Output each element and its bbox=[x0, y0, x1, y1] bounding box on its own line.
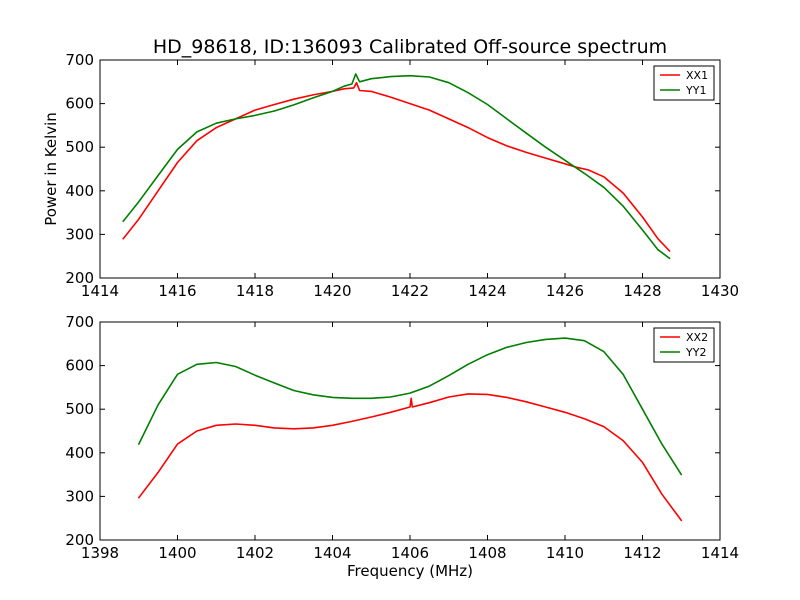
top-x-tick-label: 1426 bbox=[546, 282, 584, 300]
bottom-x-tick-label: 1398 bbox=[81, 544, 119, 562]
top-y-tick-label: 600 bbox=[65, 95, 94, 113]
bottom-y-tick-label: 200 bbox=[65, 531, 94, 549]
top-series-xx1-line bbox=[122, 81, 671, 252]
top-y-axis-label: Power in Kelvin bbox=[42, 112, 60, 226]
bottom-x-tick-label: 1410 bbox=[546, 544, 584, 562]
bottom-x-tick-label: 1414 bbox=[701, 544, 739, 562]
bottom-x-tick-label: 1408 bbox=[468, 544, 506, 562]
bottom-legend-label-yy2: YY2 bbox=[685, 346, 706, 359]
top-y-tick-label: 200 bbox=[65, 269, 94, 287]
bottom-y-tick-label: 700 bbox=[65, 313, 94, 331]
bottom-y-tick-label: 500 bbox=[65, 400, 94, 418]
bottom-panel: Frequency (MHz) 1398 1400 1402 1404 1406 1408… bbox=[65, 313, 739, 580]
top-x-tick-label: 1428 bbox=[623, 282, 661, 300]
top-series-yy1-line bbox=[122, 73, 671, 260]
top-x-tick-label: 1424 bbox=[468, 282, 506, 300]
bottom-legend-label-xx2: XX2 bbox=[686, 331, 708, 344]
top-y-tick-label: 400 bbox=[65, 182, 94, 200]
chart-title: HD_98618, ID:136093 Calibrated Off-sourc… bbox=[153, 36, 667, 58]
top-plot-frame bbox=[99, 59, 721, 279]
bottom-x-tick-label: 1404 bbox=[313, 544, 351, 562]
top-y-tick-label: 300 bbox=[65, 225, 94, 243]
bottom-series-xx2-line bbox=[138, 393, 683, 522]
bottom-plot-frame bbox=[99, 321, 721, 541]
top-y-tick-label: 500 bbox=[65, 138, 94, 156]
bottom-y-tick-label: 300 bbox=[65, 487, 94, 505]
top-x-tick-label: 1418 bbox=[236, 282, 274, 300]
bottom-y-tick-label: 400 bbox=[65, 444, 94, 462]
bottom-x-tick-label: 1400 bbox=[158, 544, 196, 562]
bottom-x-tick-label: 1406 bbox=[391, 544, 429, 562]
top-panel: Power in Kelvin 1414 1416 1418 1420 1422 1424… bbox=[42, 51, 739, 300]
bottom-series-yy2-line bbox=[138, 337, 683, 476]
top-x-tick-label: 1414 bbox=[81, 282, 119, 300]
bottom-x-tick-label: 1402 bbox=[236, 544, 274, 562]
bottom-x-axis-label: Frequency (MHz) bbox=[347, 562, 473, 580]
top-legend-label-yy1: YY1 bbox=[685, 84, 706, 97]
top-x-tick-label: 1416 bbox=[158, 282, 196, 300]
bottom-x-tick-label: 1412 bbox=[623, 544, 661, 562]
top-y-tick-label: 700 bbox=[65, 51, 94, 69]
bottom-legend-box bbox=[653, 327, 715, 363]
top-legend-label-xx1: XX1 bbox=[686, 69, 708, 82]
top-x-tick-label: 1422 bbox=[391, 282, 429, 300]
top-legend-box bbox=[653, 65, 715, 101]
bottom-y-tick-label: 600 bbox=[65, 357, 94, 375]
top-x-tick-label: 1420 bbox=[313, 282, 351, 300]
top-x-tick-label: 1430 bbox=[701, 282, 739, 300]
